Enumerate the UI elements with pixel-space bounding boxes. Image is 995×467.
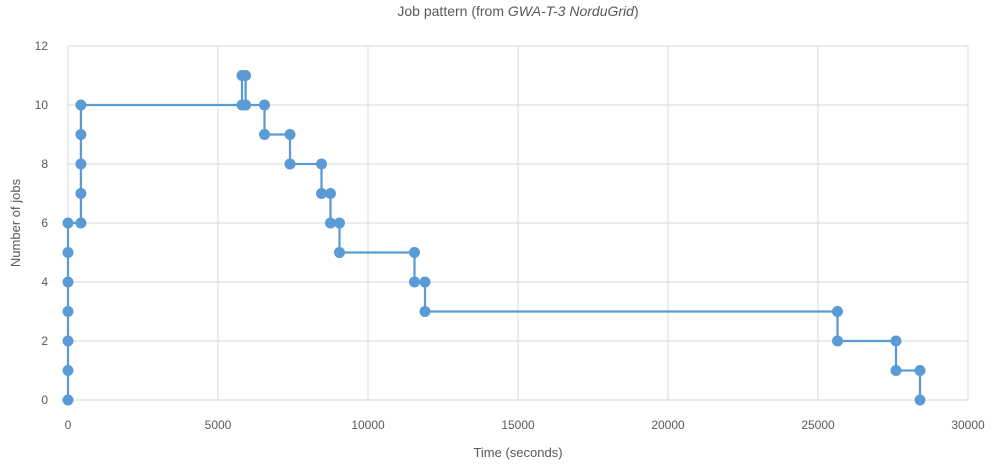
x-tick-label: 5000	[205, 418, 232, 432]
data-point	[75, 158, 87, 170]
data-point	[890, 365, 902, 376]
data-point	[75, 129, 87, 140]
data-point	[62, 394, 74, 406]
gridlines	[67, 45, 969, 401]
y-tick-label: 6	[41, 216, 48, 230]
data-point	[284, 158, 296, 170]
data-point	[75, 188, 87, 199]
x-tick-label: 25000	[801, 418, 835, 432]
data-point	[419, 276, 431, 288]
data-point	[334, 247, 345, 258]
x-tick-label: 10000	[351, 418, 385, 432]
x-tick-label: 20000	[651, 418, 685, 432]
y-tick-label: 0	[41, 393, 48, 407]
data-point	[914, 394, 926, 406]
data-point	[62, 365, 74, 376]
data-point	[240, 70, 252, 81]
chart-title: Job pattern (from GWA-T-3 NorduGrid)	[397, 3, 638, 19]
series-line	[66, 74, 922, 400]
data-point	[832, 306, 843, 317]
data-point	[75, 99, 87, 111]
x-axis-label: Time (seconds)	[473, 445, 562, 460]
data-point	[409, 276, 420, 288]
data-point	[259, 129, 270, 140]
data-point	[240, 99, 252, 111]
data-point	[62, 276, 74, 288]
data-point	[832, 335, 843, 347]
data-point	[334, 217, 345, 229]
data-point	[62, 247, 74, 258]
data-point	[75, 217, 87, 229]
data-point	[316, 158, 327, 170]
data-point	[409, 247, 420, 258]
y-tick-label: 8	[41, 157, 48, 171]
x-axis-ticks: 0 5000 10000 15000 20000 25000 30000	[65, 418, 985, 432]
y-tick-label: 2	[41, 334, 48, 348]
y-axis-label: Number of jobs	[8, 178, 23, 267]
x-tick-label: 15000	[501, 418, 535, 432]
data-point	[284, 129, 296, 140]
data-point	[62, 217, 74, 229]
data-point	[914, 365, 926, 376]
y-axis-ticks: 0 2 4 6 8 10 12	[35, 39, 49, 407]
y-tick-label: 12	[35, 39, 49, 53]
data-point	[325, 188, 336, 199]
x-tick-label: 0	[65, 418, 72, 432]
x-tick-label: 30000	[951, 418, 985, 432]
y-tick-label: 4	[41, 275, 48, 289]
data-point	[890, 335, 902, 347]
data-point	[259, 99, 270, 111]
data-point	[62, 306, 74, 317]
data-point	[62, 335, 74, 347]
y-tick-label: 10	[35, 98, 49, 112]
data-point	[419, 306, 431, 317]
series-job-count	[62, 70, 926, 406]
